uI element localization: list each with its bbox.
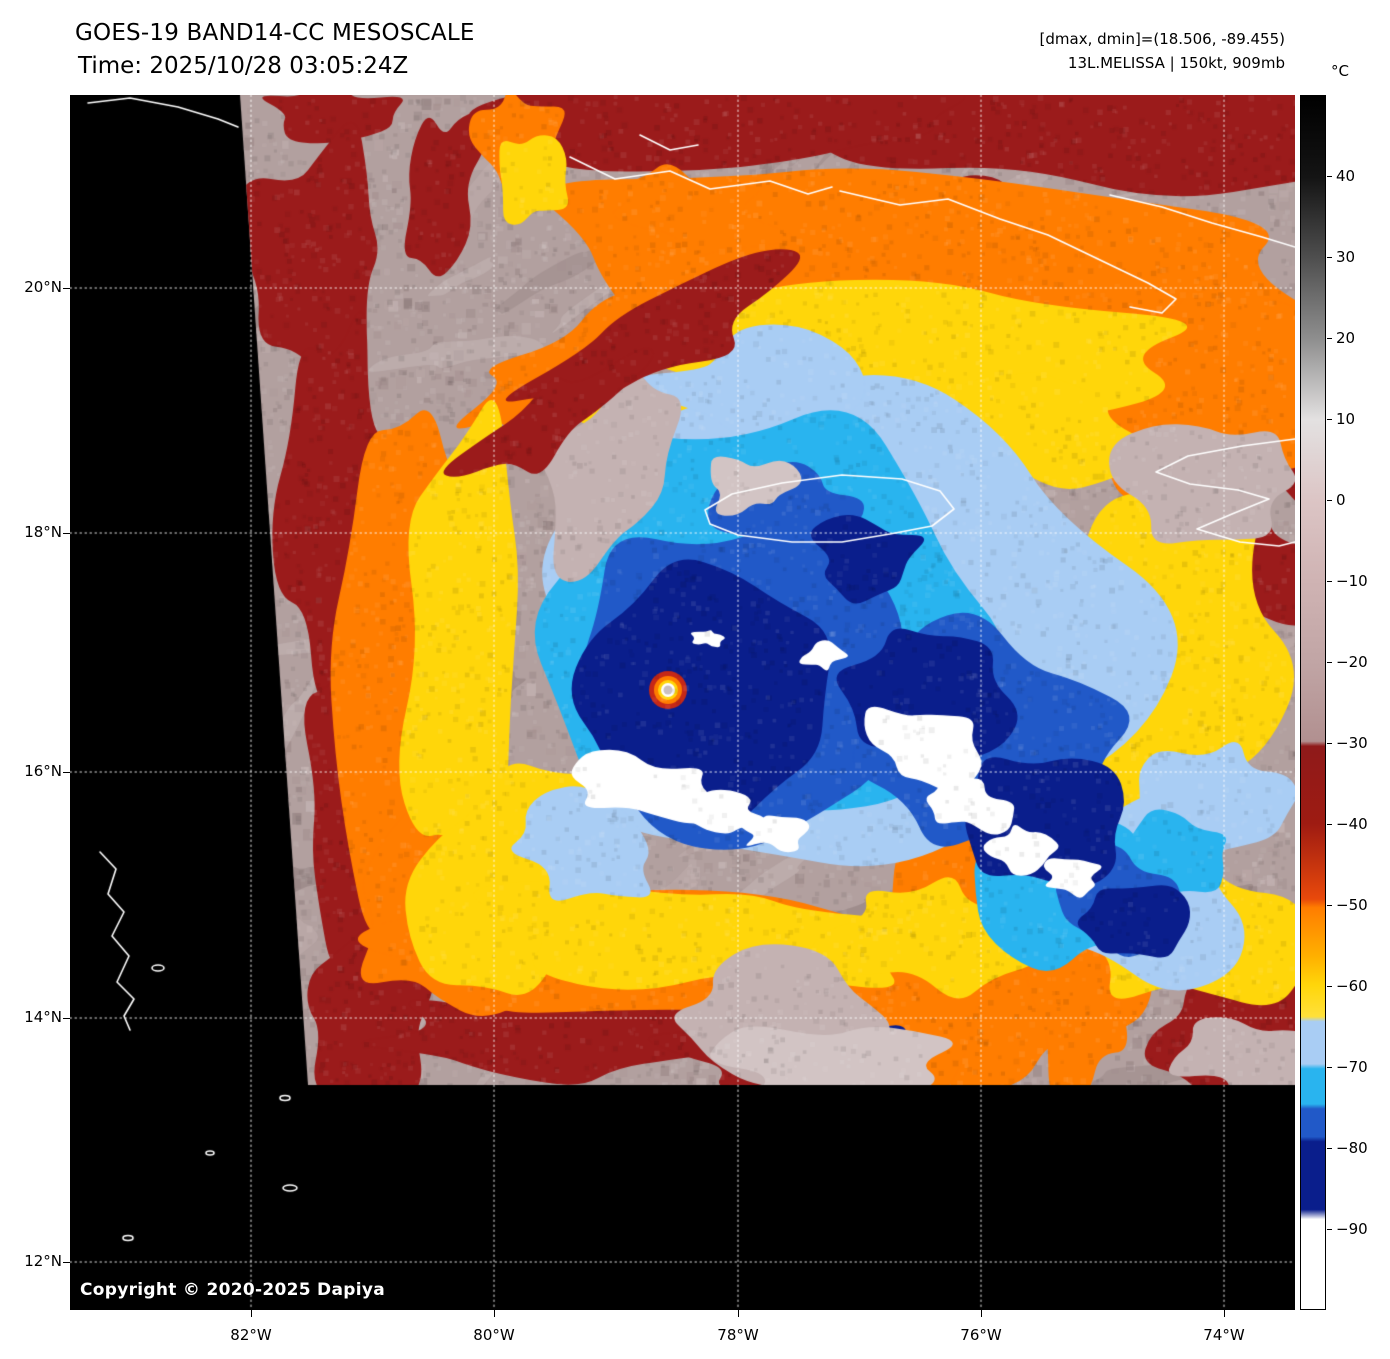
colorbar-tick-label: −50 xyxy=(1336,896,1368,914)
colorbar-tick xyxy=(1327,986,1332,987)
lon-axis-tick xyxy=(494,1310,495,1317)
lon-axis-label: 80°W xyxy=(473,1326,515,1344)
lon-axis-label: 82°W xyxy=(230,1326,272,1344)
timestamp: Time: 2025/10/28 03:05:24Z xyxy=(78,53,409,79)
temperature-colorbar xyxy=(1300,95,1326,1310)
lat-axis-label: 20°N xyxy=(24,278,62,296)
colorbar-tick xyxy=(1327,176,1332,177)
colorbar-tick xyxy=(1327,1229,1332,1230)
lat-axis-tick xyxy=(63,772,70,773)
colorbar-tick xyxy=(1327,1148,1332,1149)
colorbar-tick-label: −10 xyxy=(1336,572,1368,590)
satellite-map: Copyright © 2020-2025 Dapiya xyxy=(70,95,1295,1310)
lon-axis-tick xyxy=(738,1310,739,1317)
colorbar-tick xyxy=(1327,743,1332,744)
lat-axis-tick xyxy=(63,1262,70,1263)
lat-axis-label: 14°N xyxy=(24,1008,62,1026)
colorbar-tick xyxy=(1327,662,1332,663)
colorbar-tick-label: −30 xyxy=(1336,734,1368,752)
lat-axis-tick xyxy=(63,1018,70,1019)
colorbar-tick xyxy=(1327,824,1332,825)
colorbar-tick-label: −60 xyxy=(1336,977,1368,995)
lat-axis-tick xyxy=(63,288,70,289)
colorbar-tick-label: 0 xyxy=(1336,491,1346,509)
storm-info: 13L.MELISSA | 150kt, 909mb xyxy=(1067,54,1285,72)
lat-axis-label: 18°N xyxy=(24,523,62,541)
satellite-image-canvas xyxy=(70,95,1295,1310)
colorbar-tick-label: 10 xyxy=(1336,410,1356,428)
colorbar-tick-label: −40 xyxy=(1336,815,1368,833)
colorbar-tick-label: −90 xyxy=(1336,1220,1368,1238)
lat-axis-label: 16°N xyxy=(24,762,62,780)
colorbar-tick-label: −80 xyxy=(1336,1139,1368,1157)
colorbar-unit-label: °C xyxy=(1331,62,1349,80)
dmax-dmin-readout: [dmax, dmin]=(18.506, -89.455) xyxy=(1039,30,1285,48)
colorbar-tick xyxy=(1327,500,1332,501)
product-title: GOES-19 BAND14-CC MESOSCALE xyxy=(75,20,475,46)
lat-axis-label: 12°N xyxy=(24,1252,62,1270)
lon-axis-tick xyxy=(251,1310,252,1317)
colorbar-tick xyxy=(1327,257,1332,258)
colorbar-tick-label: −20 xyxy=(1336,653,1368,671)
lon-axis-label: 74°W xyxy=(1203,1326,1245,1344)
header-meta: [dmax, dmin]=(18.506, -89.455) 13L.MELIS… xyxy=(700,27,1285,75)
lat-axis-tick xyxy=(63,533,70,534)
lon-axis-tick xyxy=(1224,1310,1225,1317)
colorbar-tick xyxy=(1327,905,1332,906)
lon-axis-label: 78°W xyxy=(717,1326,759,1344)
colorbar-tick xyxy=(1327,419,1332,420)
colorbar-tick-label: 20 xyxy=(1336,329,1356,347)
colorbar-tick-label: 30 xyxy=(1336,248,1356,266)
colorbar-tick-label: 40 xyxy=(1336,167,1356,185)
lon-axis-tick xyxy=(981,1310,982,1317)
colorbar-tick xyxy=(1327,338,1332,339)
lon-axis-label: 76°W xyxy=(960,1326,1002,1344)
colorbar-tick-label: −70 xyxy=(1336,1058,1368,1076)
colorbar-tick xyxy=(1327,1067,1332,1068)
copyright-watermark: Copyright © 2020-2025 Dapiya xyxy=(80,1280,385,1300)
colorbar-tick xyxy=(1327,581,1332,582)
